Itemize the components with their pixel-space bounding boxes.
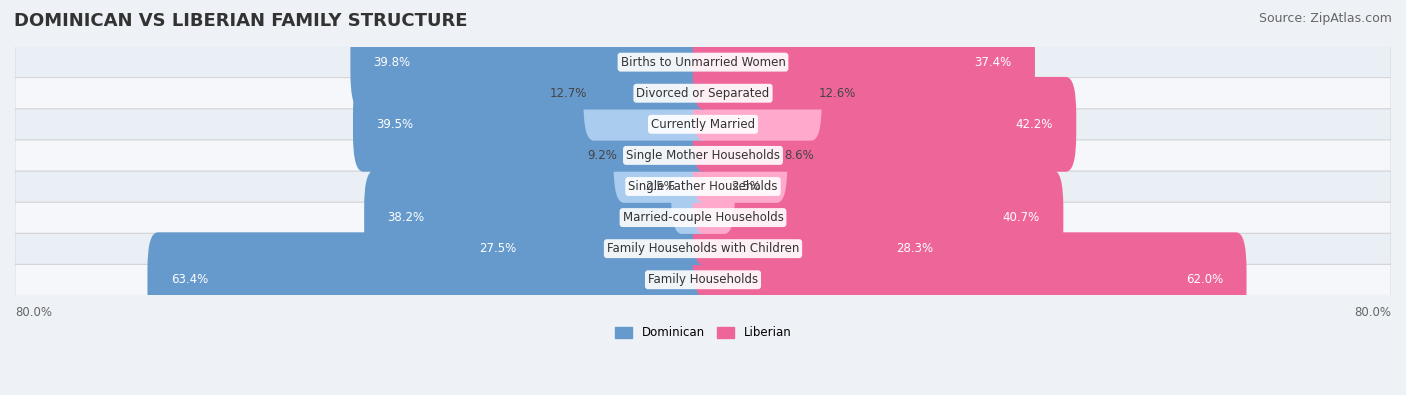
FancyBboxPatch shape bbox=[353, 77, 713, 172]
Text: 39.5%: 39.5% bbox=[377, 118, 413, 131]
Text: DOMINICAN VS LIBERIAN FAMILY STRUCTURE: DOMINICAN VS LIBERIAN FAMILY STRUCTURE bbox=[14, 12, 468, 30]
Text: 62.0%: 62.0% bbox=[1187, 273, 1223, 286]
FancyBboxPatch shape bbox=[693, 201, 956, 296]
FancyBboxPatch shape bbox=[613, 108, 713, 203]
Text: Family Households: Family Households bbox=[648, 273, 758, 286]
FancyBboxPatch shape bbox=[693, 15, 1035, 109]
Text: 39.8%: 39.8% bbox=[374, 56, 411, 69]
Text: Family Households with Children: Family Households with Children bbox=[607, 242, 799, 255]
Text: 38.2%: 38.2% bbox=[388, 211, 425, 224]
FancyBboxPatch shape bbox=[15, 233, 1391, 264]
FancyBboxPatch shape bbox=[693, 46, 821, 141]
Text: Divorced or Separated: Divorced or Separated bbox=[637, 87, 769, 100]
FancyBboxPatch shape bbox=[15, 264, 1391, 295]
Text: 28.3%: 28.3% bbox=[897, 242, 934, 255]
FancyBboxPatch shape bbox=[693, 77, 1076, 172]
FancyBboxPatch shape bbox=[693, 170, 1063, 265]
FancyBboxPatch shape bbox=[15, 202, 1391, 233]
FancyBboxPatch shape bbox=[15, 109, 1391, 140]
FancyBboxPatch shape bbox=[671, 139, 713, 234]
Text: Currently Married: Currently Married bbox=[651, 118, 755, 131]
Text: 9.2%: 9.2% bbox=[588, 149, 617, 162]
Text: 12.6%: 12.6% bbox=[818, 87, 856, 100]
Text: Married-couple Households: Married-couple Households bbox=[623, 211, 783, 224]
FancyBboxPatch shape bbox=[693, 139, 735, 234]
Text: 37.4%: 37.4% bbox=[974, 56, 1012, 69]
Text: 80.0%: 80.0% bbox=[15, 306, 52, 319]
Text: Births to Unmarried Women: Births to Unmarried Women bbox=[620, 56, 786, 69]
FancyBboxPatch shape bbox=[148, 232, 713, 327]
FancyBboxPatch shape bbox=[456, 201, 713, 296]
Text: Single Mother Households: Single Mother Households bbox=[626, 149, 780, 162]
FancyBboxPatch shape bbox=[693, 108, 787, 203]
FancyBboxPatch shape bbox=[15, 171, 1391, 202]
Text: 80.0%: 80.0% bbox=[1354, 306, 1391, 319]
Text: 2.5%: 2.5% bbox=[645, 180, 675, 193]
FancyBboxPatch shape bbox=[15, 47, 1391, 78]
Text: 40.7%: 40.7% bbox=[1002, 211, 1040, 224]
Text: 42.2%: 42.2% bbox=[1015, 118, 1053, 131]
FancyBboxPatch shape bbox=[693, 232, 1247, 327]
Legend: Dominican, Liberian: Dominican, Liberian bbox=[610, 322, 796, 344]
FancyBboxPatch shape bbox=[583, 46, 713, 141]
Text: 8.6%: 8.6% bbox=[783, 149, 814, 162]
Text: Source: ZipAtlas.com: Source: ZipAtlas.com bbox=[1258, 12, 1392, 25]
FancyBboxPatch shape bbox=[15, 140, 1391, 171]
Text: 27.5%: 27.5% bbox=[479, 242, 516, 255]
Text: 12.7%: 12.7% bbox=[550, 87, 586, 100]
FancyBboxPatch shape bbox=[364, 170, 713, 265]
FancyBboxPatch shape bbox=[350, 15, 713, 109]
Text: Single Father Households: Single Father Households bbox=[628, 180, 778, 193]
Text: 63.4%: 63.4% bbox=[170, 273, 208, 286]
FancyBboxPatch shape bbox=[15, 78, 1391, 109]
Text: 2.5%: 2.5% bbox=[731, 180, 761, 193]
